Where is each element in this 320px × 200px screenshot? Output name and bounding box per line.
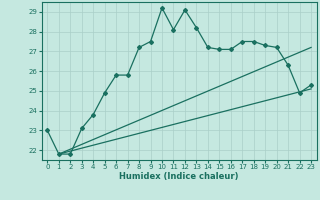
X-axis label: Humidex (Indice chaleur): Humidex (Indice chaleur) <box>119 172 239 181</box>
